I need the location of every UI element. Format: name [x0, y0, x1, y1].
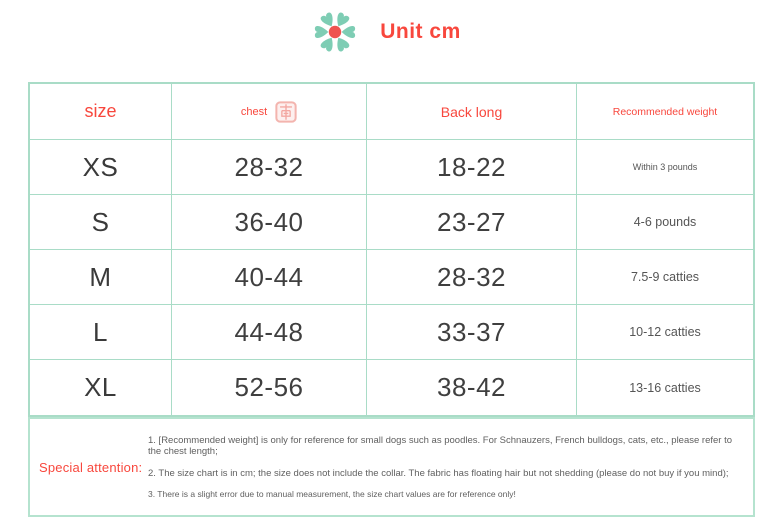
size-cell: S	[30, 195, 172, 250]
chest-cell: 40-44	[172, 250, 367, 305]
note-item: 2. The size chart is in cm; the size doe…	[148, 467, 729, 479]
back-long-cell: 33-37	[367, 305, 577, 360]
notes-list: 1. [Recommended weight] is only for refe…	[148, 419, 753, 515]
column-header-chest: chest	[172, 84, 367, 140]
back-long-cell: 38-42	[367, 360, 577, 415]
weight-cell: 7.5-9 catties	[577, 250, 753, 305]
weight-cell: 10-12 catties	[577, 305, 753, 360]
chest-header-label: chest	[240, 105, 268, 118]
flower-icon	[312, 9, 358, 55]
unit-label: Unit cm	[380, 20, 461, 43]
page-header: Unit cm	[0, 6, 773, 58]
column-header-back-long: Back long	[367, 84, 577, 140]
special-attention-title: Special attention:	[39, 459, 143, 475]
weight-cell: Within 3 pounds	[577, 140, 753, 195]
size-cell: L	[30, 305, 172, 360]
back-long-cell: 28-32	[367, 250, 577, 305]
back-long-cell: 23-27	[367, 195, 577, 250]
special-attention-box: Special attention: 1. [Recommended weigh…	[28, 417, 755, 517]
size-cell: XL	[30, 360, 172, 415]
chest-cell: 28-32	[172, 140, 367, 195]
size-table: size chest Back long Recommended weight …	[28, 82, 755, 417]
size-cell: M	[30, 250, 172, 305]
column-header-size: size	[30, 84, 172, 140]
back-long-cell: 18-22	[367, 140, 577, 195]
chest-cell: 52-56	[172, 360, 367, 415]
note-item: 1. [Recommended weight] is only for refe…	[148, 434, 733, 458]
chest-cell: 44-48	[172, 305, 367, 360]
weight-cell: 13-16 catties	[577, 360, 753, 415]
weight-cell: 4-6 pounds	[577, 195, 753, 250]
column-header-recommended-weight: Recommended weight	[577, 84, 753, 140]
note-item: 3. There is a slight error due to manual…	[148, 488, 516, 499]
chest-cell: 36-40	[172, 195, 367, 250]
chest-girth-stamp-icon	[275, 100, 297, 123]
size-cell: XS	[30, 140, 172, 195]
